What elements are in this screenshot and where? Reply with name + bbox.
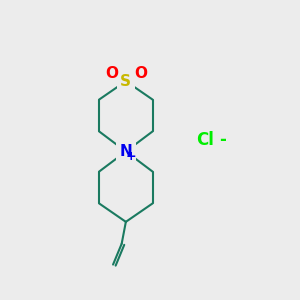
Text: N: N xyxy=(119,144,132,159)
Text: -: - xyxy=(219,131,226,149)
Text: S: S xyxy=(120,74,131,89)
Text: O: O xyxy=(134,66,147,81)
Text: Cl: Cl xyxy=(196,131,214,149)
Text: +: + xyxy=(126,150,136,163)
Text: O: O xyxy=(105,66,118,81)
